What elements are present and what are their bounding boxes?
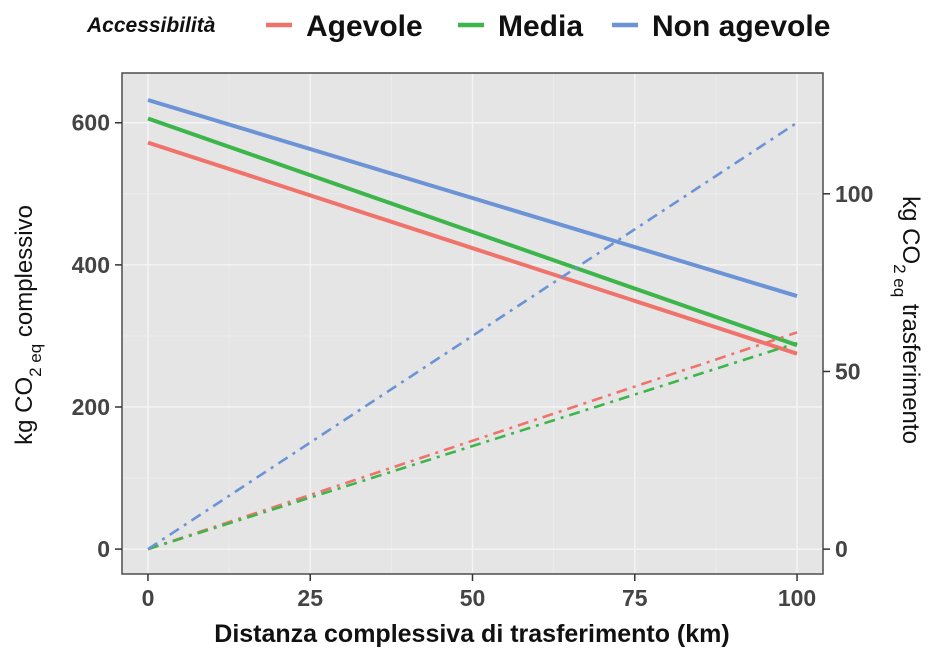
x-tick-label: 50 (460, 585, 486, 611)
x-axis-label: Distanza complessiva di trasferimento (k… (214, 620, 729, 648)
y-right-tick-label: 0 (835, 536, 848, 562)
legend-label-media: Media (498, 10, 583, 43)
x-tick-label: 75 (622, 585, 648, 611)
y-left-tick-label: 400 (72, 252, 110, 278)
y-left-tick-label: 200 (72, 394, 110, 420)
series-line-non-agevole-left (147, 98, 798, 299)
gridlines (122, 73, 823, 574)
series-line-agevole-left (147, 140, 798, 356)
series-lines (147, 98, 798, 551)
legend-label-agevole: Agevole (306, 10, 423, 43)
series-line-media-right (147, 341, 798, 551)
y-left-tick-label: 0 (97, 536, 110, 562)
x-tick-label: 100 (778, 585, 816, 611)
legend-title: Accessibilità (86, 14, 216, 37)
y-axis-label-left: kg CO2 eq complessivo (11, 205, 45, 445)
y-right-tick-label: 100 (835, 181, 873, 207)
y-left-tick-label: 600 (72, 110, 110, 136)
x-tick-label: 25 (297, 585, 323, 611)
y-right-tick-label: 50 (835, 358, 861, 384)
axes: 0 25 50 75 100 0 200 400 600 0 50 100 (72, 110, 874, 611)
legend: Accessibilità Agevole Media Non agevole (86, 10, 830, 43)
legend-label-non-agevole: Non agevole (652, 10, 830, 43)
series-line-agevole-right (147, 331, 798, 551)
y-axis-label-right: kg CO2 eq trasferimento (890, 196, 924, 444)
series-line-media-left (147, 116, 798, 348)
x-tick-label: 0 (142, 585, 155, 611)
